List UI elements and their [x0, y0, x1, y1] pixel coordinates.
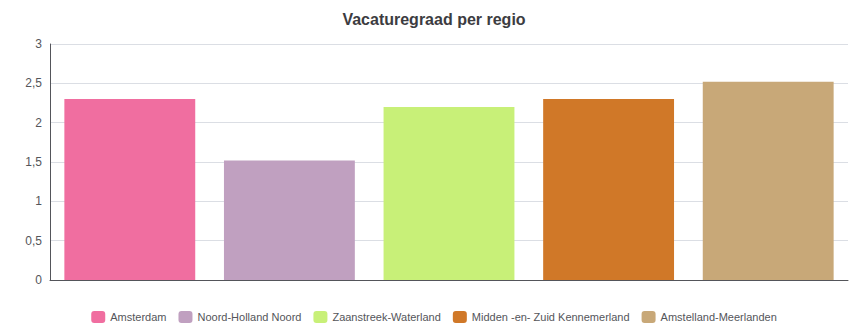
- svg-text:1,5: 1,5: [25, 155, 42, 169]
- svg-text:Amsterdam: Amsterdam: [110, 311, 166, 323]
- svg-text:Midden -en- Zuid Kennemerland: Midden -en- Zuid Kennemerland: [472, 311, 630, 323]
- svg-text:Noord-Holland Noord: Noord-Holland Noord: [197, 311, 301, 323]
- svg-text:Zaanstreek-Waterland: Zaanstreek-Waterland: [332, 311, 440, 323]
- svg-text:1: 1: [35, 194, 42, 208]
- svg-text:Vacaturegraad per regio: Vacaturegraad per regio: [342, 11, 525, 28]
- svg-text:0: 0: [35, 273, 42, 287]
- svg-text:0,5: 0,5: [25, 234, 42, 248]
- svg-text:2: 2: [35, 116, 42, 130]
- svg-text:3: 3: [35, 37, 42, 51]
- svg-text:2,5: 2,5: [25, 76, 42, 90]
- svg-text:Amstelland-Meerlanden: Amstelland-Meerlanden: [661, 311, 777, 323]
